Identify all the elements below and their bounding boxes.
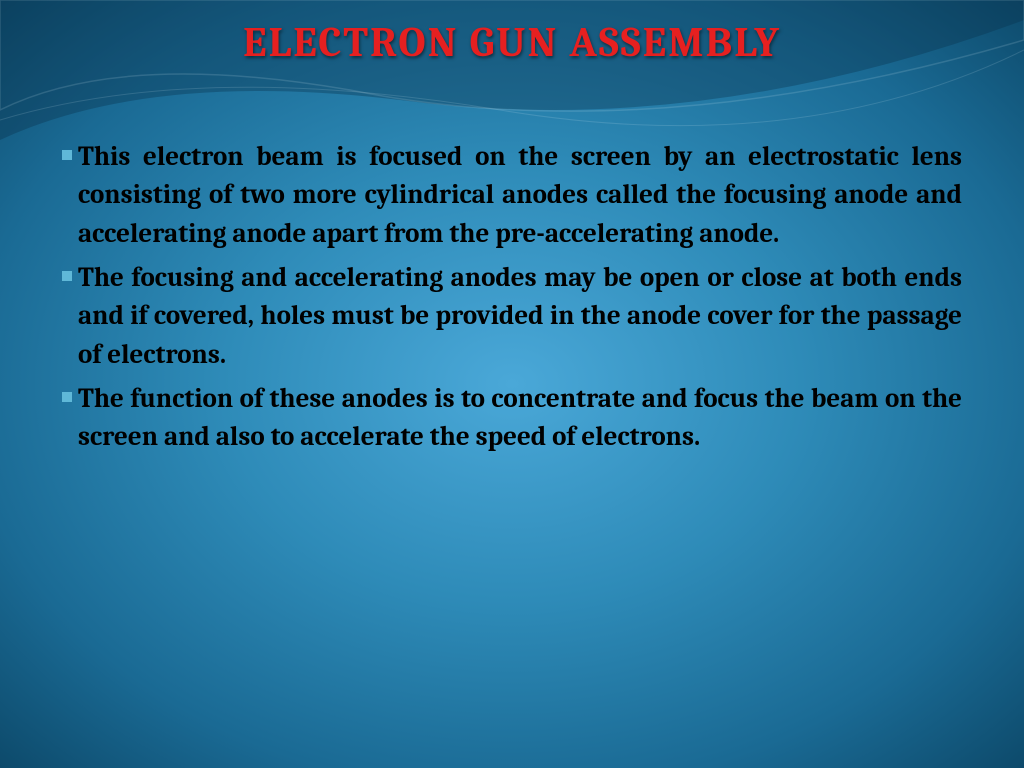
list-item: The function of these anodes is to conce… xyxy=(62,380,962,457)
bullet-text: The focusing and accelerating anodes may… xyxy=(78,259,962,374)
bullet-icon xyxy=(62,271,72,281)
bullet-text: This electron beam is focused on the scr… xyxy=(78,138,962,253)
bullet-icon xyxy=(62,150,72,160)
slide-title: ELECTRON GUN ASSEMBLY xyxy=(0,18,1024,67)
slide: ELECTRON GUN ASSEMBLY This electron beam… xyxy=(0,0,1024,768)
list-item: The focusing and accelerating anodes may… xyxy=(62,259,962,374)
bullet-text: The function of these anodes is to conce… xyxy=(78,380,962,457)
list-item: This electron beam is focused on the scr… xyxy=(62,138,962,253)
bullet-icon xyxy=(62,392,72,402)
slide-body: This electron beam is focused on the scr… xyxy=(62,138,962,463)
